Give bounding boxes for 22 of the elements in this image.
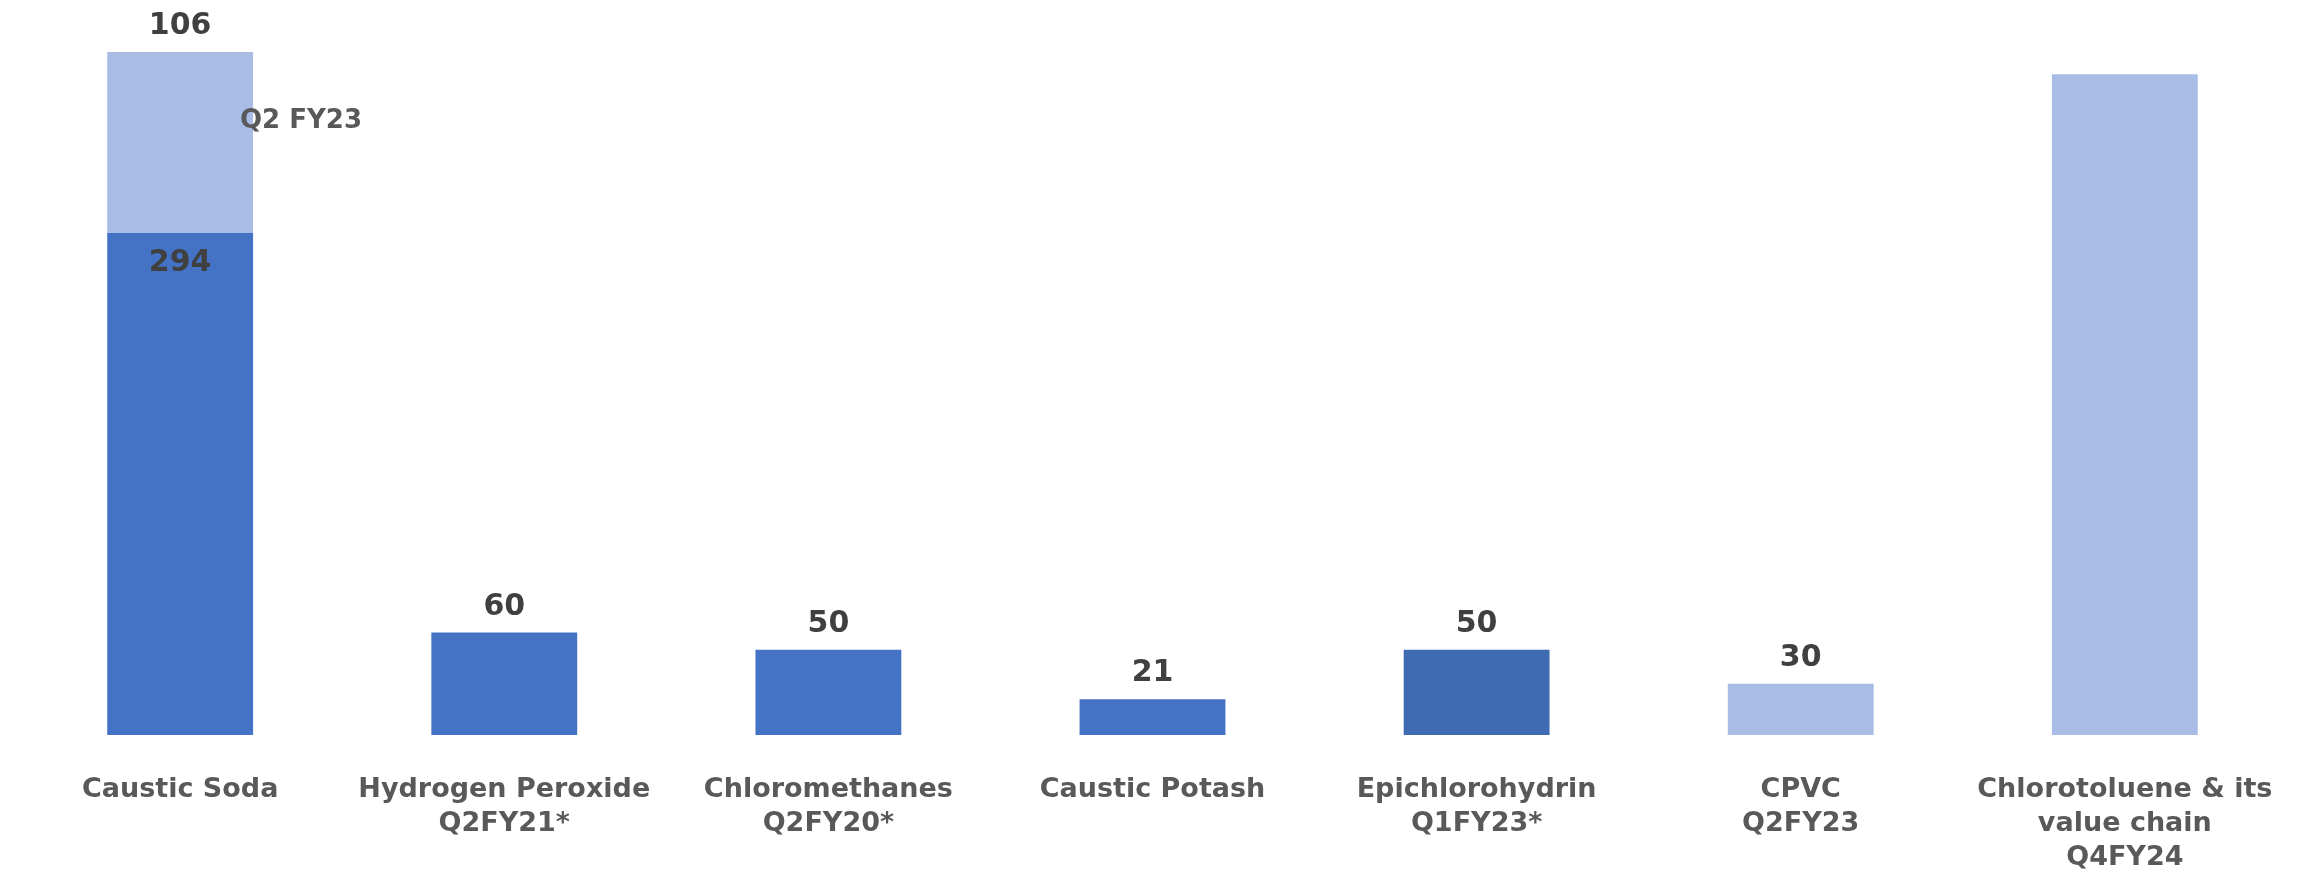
data-label: 50 xyxy=(1455,603,1498,639)
data-label: 106 xyxy=(148,6,212,41)
x-tick-label: Caustic Soda xyxy=(81,771,279,803)
bar xyxy=(1727,683,1874,735)
bar xyxy=(1403,649,1550,735)
data-label: 30 xyxy=(1779,637,1822,673)
x-tick-label: Caustic Potash xyxy=(1039,771,1266,803)
bar xyxy=(1079,699,1226,735)
bar xyxy=(2051,74,2198,735)
x-tick-label: Epichlorohydrin Q1FY23* xyxy=(1356,771,1597,837)
bar xyxy=(431,632,578,735)
annotation: Q2 FY23 xyxy=(240,104,363,134)
x-tick-label: CPVC Q2FY23 xyxy=(1742,771,1860,837)
data-label: 294 xyxy=(148,242,212,278)
data-label: 60 xyxy=(483,586,526,622)
x-tick-label: Chlorotoluene & its value chain Q4FY24 xyxy=(1977,771,2273,871)
x-tick-label: Chloromethanes Q2FY20* xyxy=(703,771,953,837)
data-label: 50 xyxy=(807,603,850,639)
bar xyxy=(755,649,902,735)
x-tick-label: Hydrogen Peroxide Q2FY21* xyxy=(358,771,651,837)
data-label: 21 xyxy=(1131,653,1174,689)
bar xyxy=(107,233,254,735)
